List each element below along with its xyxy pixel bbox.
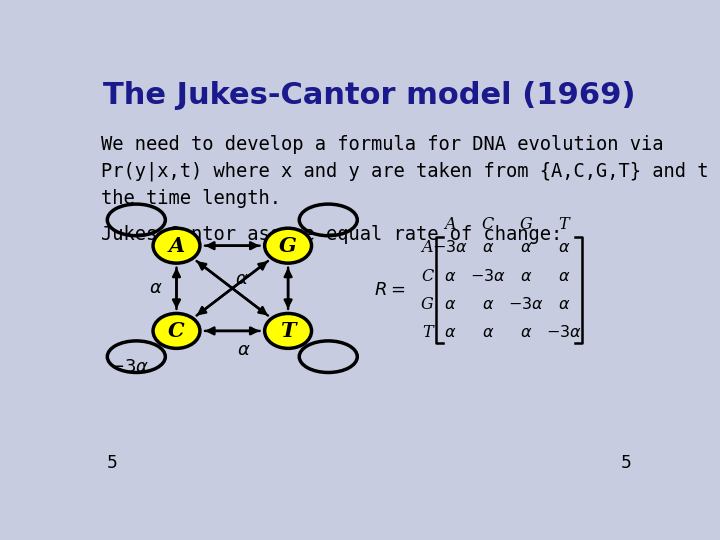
Text: A: A xyxy=(168,235,184,255)
Text: $\alpha$: $\alpha$ xyxy=(557,267,570,285)
Text: T: T xyxy=(423,324,433,341)
Text: $-3\alpha$: $-3\alpha$ xyxy=(546,324,582,341)
Text: T: T xyxy=(559,216,569,233)
Text: $-3\alpha$: $-3\alpha$ xyxy=(470,267,506,285)
Text: $-3\alpha$: $-3\alpha$ xyxy=(432,239,468,256)
Text: $\alpha$: $\alpha$ xyxy=(235,270,248,288)
Text: $-3\alpha$: $-3\alpha$ xyxy=(508,296,544,313)
Text: $\alpha$: $\alpha$ xyxy=(482,239,494,256)
Text: C: C xyxy=(482,216,494,233)
Text: $\alpha$: $\alpha$ xyxy=(149,279,163,298)
Text: $\alpha$: $\alpha$ xyxy=(557,296,570,313)
Text: T: T xyxy=(280,321,296,341)
Text: We need to develop a formula for DNA evolution via
Pr(y|x,t) where x and y are t: We need to develop a formula for DNA evo… xyxy=(101,136,720,208)
Text: $\alpha$: $\alpha$ xyxy=(444,296,456,313)
Text: $\alpha$: $\alpha$ xyxy=(482,324,494,341)
Text: $\alpha$: $\alpha$ xyxy=(444,267,456,285)
Text: A: A xyxy=(444,216,456,233)
Circle shape xyxy=(153,228,200,263)
Text: $-3\alpha$: $-3\alpha$ xyxy=(109,358,149,376)
Text: G: G xyxy=(519,216,532,233)
Text: C: C xyxy=(168,321,185,341)
Text: The Jukes-Cantor model (1969): The Jukes-Cantor model (1969) xyxy=(103,82,635,111)
Text: $\alpha$: $\alpha$ xyxy=(520,267,532,285)
Text: $\alpha$: $\alpha$ xyxy=(444,324,456,341)
Circle shape xyxy=(265,228,312,263)
Text: $\alpha$: $\alpha$ xyxy=(237,341,251,359)
Text: G: G xyxy=(420,296,433,313)
Text: C: C xyxy=(421,267,433,285)
Text: $R=$: $R=$ xyxy=(374,281,405,299)
Text: A: A xyxy=(422,239,433,256)
Circle shape xyxy=(153,313,200,348)
Text: 5: 5 xyxy=(107,454,117,472)
Text: $\alpha$: $\alpha$ xyxy=(520,239,532,256)
Text: $\alpha$: $\alpha$ xyxy=(482,296,494,313)
Text: 5: 5 xyxy=(621,454,631,472)
Circle shape xyxy=(265,313,312,348)
Text: G: G xyxy=(279,235,297,255)
Text: $\alpha$: $\alpha$ xyxy=(557,239,570,256)
Text: Jukes-Cantor assume equal rate of change:: Jukes-Cantor assume equal rate of change… xyxy=(101,225,562,244)
Text: $\alpha$: $\alpha$ xyxy=(520,324,532,341)
